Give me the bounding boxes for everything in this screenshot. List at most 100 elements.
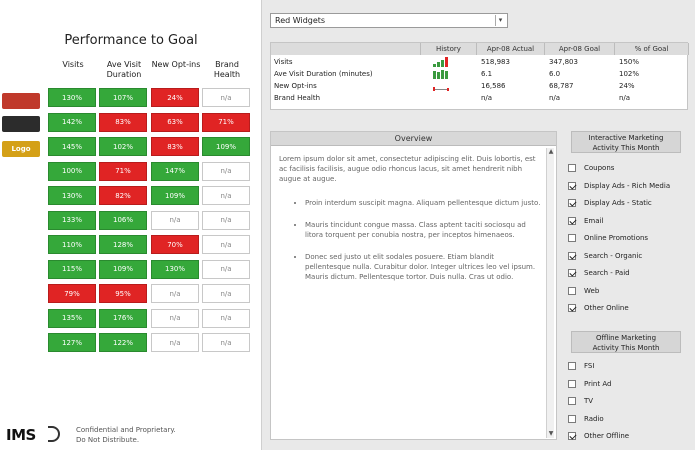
col-header-visits: Visits <box>62 60 84 69</box>
grid-cell[interactable]: n/a <box>151 210 199 230</box>
grid-cell[interactable]: 109% <box>151 186 199 205</box>
scroll-down-icon[interactable]: ▼ <box>548 430 554 437</box>
grid-cell[interactable]: 95% <box>99 284 147 303</box>
grid-cell[interactable]: n/a <box>202 235 250 254</box>
activity-label: Web <box>584 286 600 295</box>
grid-cell[interactable]: 107% <box>99 88 147 107</box>
checkbox[interactable] <box>568 432 576 440</box>
activity-item[interactable]: Coupons <box>568 162 692 174</box>
activity-item[interactable]: Search - Organic <box>568 250 692 262</box>
activity-item[interactable]: Print Ad <box>568 378 692 390</box>
grid-cell[interactable]: 82% <box>99 186 147 205</box>
checkbox[interactable] <box>568 414 576 423</box>
grid-cell[interactable]: 115% <box>48 259 96 279</box>
metrics-header-0 <box>271 43 421 55</box>
activity-item[interactable]: FSI <box>568 360 692 372</box>
activity-item[interactable]: Search - Paid <box>568 267 692 279</box>
checkbox[interactable] <box>568 164 576 172</box>
grid-cell[interactable]: 145% <box>48 137 96 156</box>
grid-cell[interactable]: 130% <box>48 88 96 107</box>
checkbox[interactable] <box>568 251 576 260</box>
activity-item[interactable]: Radio <box>568 413 692 425</box>
grid-cell[interactable]: 130% <box>151 259 199 279</box>
brand-logo-3: Logo <box>2 141 40 157</box>
activity-item[interactable]: Display Ads - Static <box>568 197 692 209</box>
checkbox[interactable] <box>568 397 576 405</box>
activity-label: Online Promotions <box>584 234 649 242</box>
activity-item[interactable]: Email <box>568 215 692 227</box>
brand-logo-1 <box>2 93 40 109</box>
confidential-notice: Confidential and Proprietary. Do Not Dis… <box>76 425 176 445</box>
grid-cell[interactable]: 135% <box>48 308 96 328</box>
grid-cell[interactable]: 176% <box>99 308 147 328</box>
grid-cell[interactable]: n/a <box>151 308 199 328</box>
grid-cell[interactable]: n/a <box>202 210 250 230</box>
activity-label: Print Ad <box>584 379 612 388</box>
grid-cell[interactable]: n/a <box>151 333 199 352</box>
metric-label: Visits <box>274 58 293 66</box>
metric-pct: 150% <box>619 58 640 66</box>
grid-cell[interactable]: 102% <box>99 137 147 156</box>
activity-item[interactable]: Web <box>568 285 692 297</box>
chevron-down-icon[interactable]: ▾ <box>495 15 505 26</box>
checkbox[interactable] <box>568 304 576 312</box>
grid-cell[interactable]: n/a <box>202 186 250 205</box>
activity-item[interactable]: TV <box>568 395 692 407</box>
scroll-up-icon[interactable]: ▲ <box>548 148 554 155</box>
grid-cell[interactable]: 71% <box>202 112 250 132</box>
product-select[interactable]: Red Widgets ▾ <box>270 13 508 28</box>
product-select-value: Red Widgets <box>275 16 326 25</box>
grid-cell[interactable]: 130% <box>48 186 96 205</box>
checkbox[interactable] <box>568 181 576 190</box>
grid-cell[interactable]: n/a <box>202 308 250 328</box>
activity-item[interactable]: Other Online <box>568 302 692 314</box>
overview-scrollbar[interactable]: ▲ ▼ <box>546 148 554 438</box>
grid-cell[interactable]: 100% <box>48 161 96 181</box>
interactive-marketing-header: Interactive Marketing Activity This Mont… <box>571 131 681 153</box>
grid-cell[interactable]: 106% <box>99 210 147 230</box>
overview-bullet: Donec sed justo ut elit sodales posuere.… <box>305 252 541 282</box>
grid-cell[interactable]: 127% <box>48 333 96 352</box>
grid-cell[interactable]: 83% <box>151 137 199 156</box>
checkbox[interactable] <box>568 379 576 388</box>
grid-cell[interactable]: 109% <box>99 259 147 279</box>
checkbox[interactable] <box>568 199 576 207</box>
metric-goal: n/a <box>549 94 561 102</box>
grid-cell[interactable]: n/a <box>202 88 250 107</box>
grid-cell[interactable]: 63% <box>151 112 199 132</box>
grid-cell[interactable]: 128% <box>99 235 147 254</box>
grid-cell[interactable]: 110% <box>48 235 96 254</box>
grid-cell[interactable]: n/a <box>151 284 199 303</box>
grid-cell[interactable]: 24% <box>151 88 199 107</box>
grid-cell[interactable]: 70% <box>151 235 199 254</box>
grid-cell[interactable]: n/a <box>202 161 250 181</box>
grid-cell[interactable]: n/a <box>202 259 250 279</box>
grid-cell[interactable]: n/a <box>202 284 250 303</box>
checkbox[interactable] <box>568 269 576 277</box>
grid-cell[interactable]: 142% <box>48 112 96 132</box>
metric-label: New Opt-ins <box>274 82 317 90</box>
grid-cell[interactable]: 79% <box>48 284 96 303</box>
grid-cell[interactable]: 109% <box>202 137 250 156</box>
grid-cell[interactable]: n/a <box>202 333 250 352</box>
metrics-row: Visits 518,983 347,803 150% <box>271 57 689 68</box>
metric-label: Ave Visit Duration (minutes) <box>274 70 373 78</box>
checkbox[interactable] <box>568 234 576 242</box>
metric-goal: 68,787 <box>549 82 574 90</box>
checkbox[interactable] <box>568 216 576 225</box>
overview-bullets: Proin interdum suscipit magna. Aliquam p… <box>279 198 541 282</box>
metrics-row: Brand Health n/a n/a n/a <box>271 93 689 104</box>
activity-label: Coupons <box>584 164 615 172</box>
checkbox[interactable] <box>568 362 576 370</box>
grid-cell[interactable]: 133% <box>48 210 96 230</box>
activity-item[interactable]: Display Ads - Rich Media <box>568 180 692 192</box>
checkbox[interactable] <box>568 286 576 295</box>
grid-cell[interactable]: 71% <box>99 161 147 181</box>
metrics-header-2: Apr-08 Actual <box>477 43 545 55</box>
activity-label: Radio <box>584 414 604 423</box>
grid-cell[interactable]: 147% <box>151 161 199 181</box>
activity-item[interactable]: Online Promotions <box>568 232 692 244</box>
activity-item[interactable]: Other Offline <box>568 430 692 442</box>
grid-cell[interactable]: 122% <box>99 333 147 352</box>
grid-cell[interactable]: 83% <box>99 112 147 132</box>
